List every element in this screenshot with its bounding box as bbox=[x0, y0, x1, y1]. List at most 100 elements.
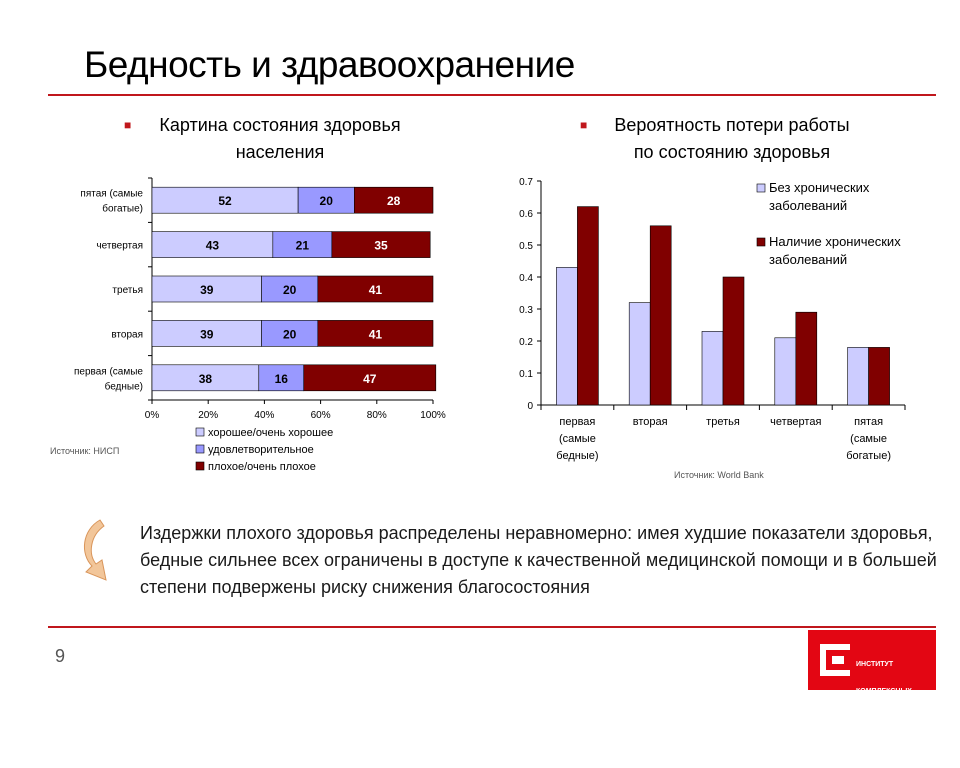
bar bbox=[701, 331, 724, 406]
legend-label: заболеваний bbox=[769, 252, 847, 267]
data-label: 47 bbox=[363, 372, 377, 386]
legend-swatch bbox=[756, 237, 766, 247]
x-tick-label: 80% bbox=[367, 410, 387, 421]
left-subtitle-line1: Картина состояния здоровья bbox=[159, 115, 401, 135]
bar bbox=[577, 206, 599, 406]
x-tick-label: 60% bbox=[311, 410, 331, 421]
data-label: 38 bbox=[199, 372, 213, 386]
category-label: первая bbox=[559, 416, 595, 428]
y-tick-label: 0.7 bbox=[519, 177, 533, 188]
left-source-note: Источник: НИСП bbox=[50, 446, 120, 456]
legend-label: хорошее/очень хорошее bbox=[208, 427, 333, 439]
category-label: вторая bbox=[633, 416, 668, 428]
x-tick-label: 0% bbox=[145, 410, 160, 421]
bar bbox=[868, 347, 890, 406]
bar-segment bbox=[317, 320, 434, 347]
y-tick-label: 0.4 bbox=[519, 273, 533, 284]
legend-label: плохое/очень плохое bbox=[208, 461, 316, 473]
y-tick-label: 0.3 bbox=[519, 305, 533, 316]
data-label: 20 bbox=[320, 194, 334, 208]
health-status-chart: 0% 20% 40% 60% 80% 100% пятая (самые богатые) 52… bbox=[74, 177, 446, 473]
legend-swatch bbox=[195, 444, 205, 454]
legend-label: Наличие хронических bbox=[769, 234, 901, 249]
category-label: (самые bbox=[559, 433, 596, 445]
y-tick-label: 0.6 bbox=[519, 209, 533, 220]
bar bbox=[774, 337, 797, 406]
right-chart-subtitle: Вероятность потери работы по состоянию з… bbox=[592, 112, 872, 166]
category-label: четвертая bbox=[96, 241, 143, 252]
bar-segment bbox=[261, 320, 319, 347]
right-subtitle-line2: по состоянию здоровья bbox=[633, 142, 831, 162]
curved-arrow-icon bbox=[84, 519, 107, 581]
category-label: богатые) bbox=[846, 450, 891, 462]
data-label: 41 bbox=[369, 327, 383, 341]
data-label: 43 bbox=[206, 239, 220, 253]
bar-segment bbox=[258, 364, 305, 392]
bar-segment bbox=[272, 231, 333, 258]
footer-rule bbox=[48, 626, 936, 628]
category-label: (самые bbox=[850, 433, 887, 445]
bar-segment bbox=[317, 275, 434, 303]
bar bbox=[722, 276, 745, 406]
logo-line: СТРАТЕГИЧЕСКИХ bbox=[856, 715, 921, 722]
category-label: третья bbox=[112, 285, 143, 296]
job-loss-chart: 0 0.1 0.2 0.3 0.4 0.5 0.6 0.7 первая (самые бедные… bbox=[519, 177, 906, 462]
legend-swatch bbox=[756, 183, 766, 193]
bar-segment bbox=[151, 186, 299, 214]
bar-segment bbox=[151, 231, 274, 258]
bar-segment bbox=[297, 186, 355, 214]
right-subtitle-line1: Вероятность потери работы bbox=[614, 115, 850, 135]
slide-title: Бедность и здравоохранение bbox=[84, 44, 575, 85]
legend-label: заболеваний bbox=[769, 198, 847, 213]
page-number: 9 bbox=[55, 646, 66, 666]
right-source-note: Источник: World Bank bbox=[674, 470, 764, 480]
data-label: 39 bbox=[200, 327, 214, 341]
data-label: 21 bbox=[296, 239, 310, 253]
y-tick-label: 0.2 bbox=[519, 337, 533, 348]
legend-label: Без хронических bbox=[769, 180, 870, 195]
category-label: первая (самые bbox=[74, 366, 143, 377]
x-tick-label: 20% bbox=[198, 410, 218, 421]
data-label: 16 bbox=[275, 372, 289, 386]
data-label: 39 bbox=[200, 283, 214, 297]
logo-mark-icon bbox=[820, 644, 850, 676]
category-label: вторая bbox=[111, 329, 143, 340]
logo-line: КОМПЛЕКСНЫХ bbox=[856, 688, 912, 695]
data-label: 20 bbox=[283, 327, 297, 341]
logo-line: ИССЛЕДОВАНИЙ bbox=[856, 742, 916, 749]
bar-segment bbox=[303, 364, 437, 392]
category-label: бедные) bbox=[105, 380, 143, 392]
category-label: третья bbox=[706, 416, 740, 428]
data-label: 41 bbox=[369, 283, 383, 297]
bar bbox=[795, 311, 818, 406]
data-label: 20 bbox=[283, 283, 297, 297]
category-label: пятая (самые bbox=[80, 189, 143, 200]
left-chart-subtitle: Картина состояния здоровья населения bbox=[130, 112, 430, 166]
x-tick-label: 40% bbox=[254, 410, 274, 421]
left-subtitle-line2: населения bbox=[235, 142, 325, 162]
bullet-icon: ■ bbox=[124, 118, 132, 132]
legend-swatch bbox=[195, 427, 205, 437]
category-label: четвертая bbox=[770, 416, 821, 428]
category-label: богатые) bbox=[102, 203, 143, 215]
legend-label: удовлетворительное bbox=[208, 444, 314, 456]
y-tick-label: 0 bbox=[527, 401, 533, 412]
data-label: 52 bbox=[218, 194, 232, 208]
legend-swatch bbox=[195, 461, 205, 471]
bar bbox=[556, 267, 578, 406]
bar bbox=[649, 225, 672, 406]
bar-segment bbox=[151, 364, 260, 392]
category-label: бедные) bbox=[556, 450, 598, 462]
bar-segment bbox=[261, 275, 319, 303]
data-label: 35 bbox=[374, 239, 388, 253]
y-tick-label: 0.1 bbox=[519, 369, 533, 380]
conclusion-text: Издержки плохого здоровья распределены н… bbox=[140, 523, 937, 597]
x-tick-label: 100% bbox=[420, 410, 446, 421]
bar-segment bbox=[331, 231, 431, 258]
category-label: пятая bbox=[854, 416, 883, 428]
bullet-icon: ■ bbox=[580, 118, 588, 132]
logo-line: ИНСТИТУТ bbox=[856, 661, 894, 668]
y-tick-label: 0.5 bbox=[519, 241, 533, 252]
data-label: 28 bbox=[387, 194, 401, 208]
title-underline bbox=[48, 94, 936, 96]
